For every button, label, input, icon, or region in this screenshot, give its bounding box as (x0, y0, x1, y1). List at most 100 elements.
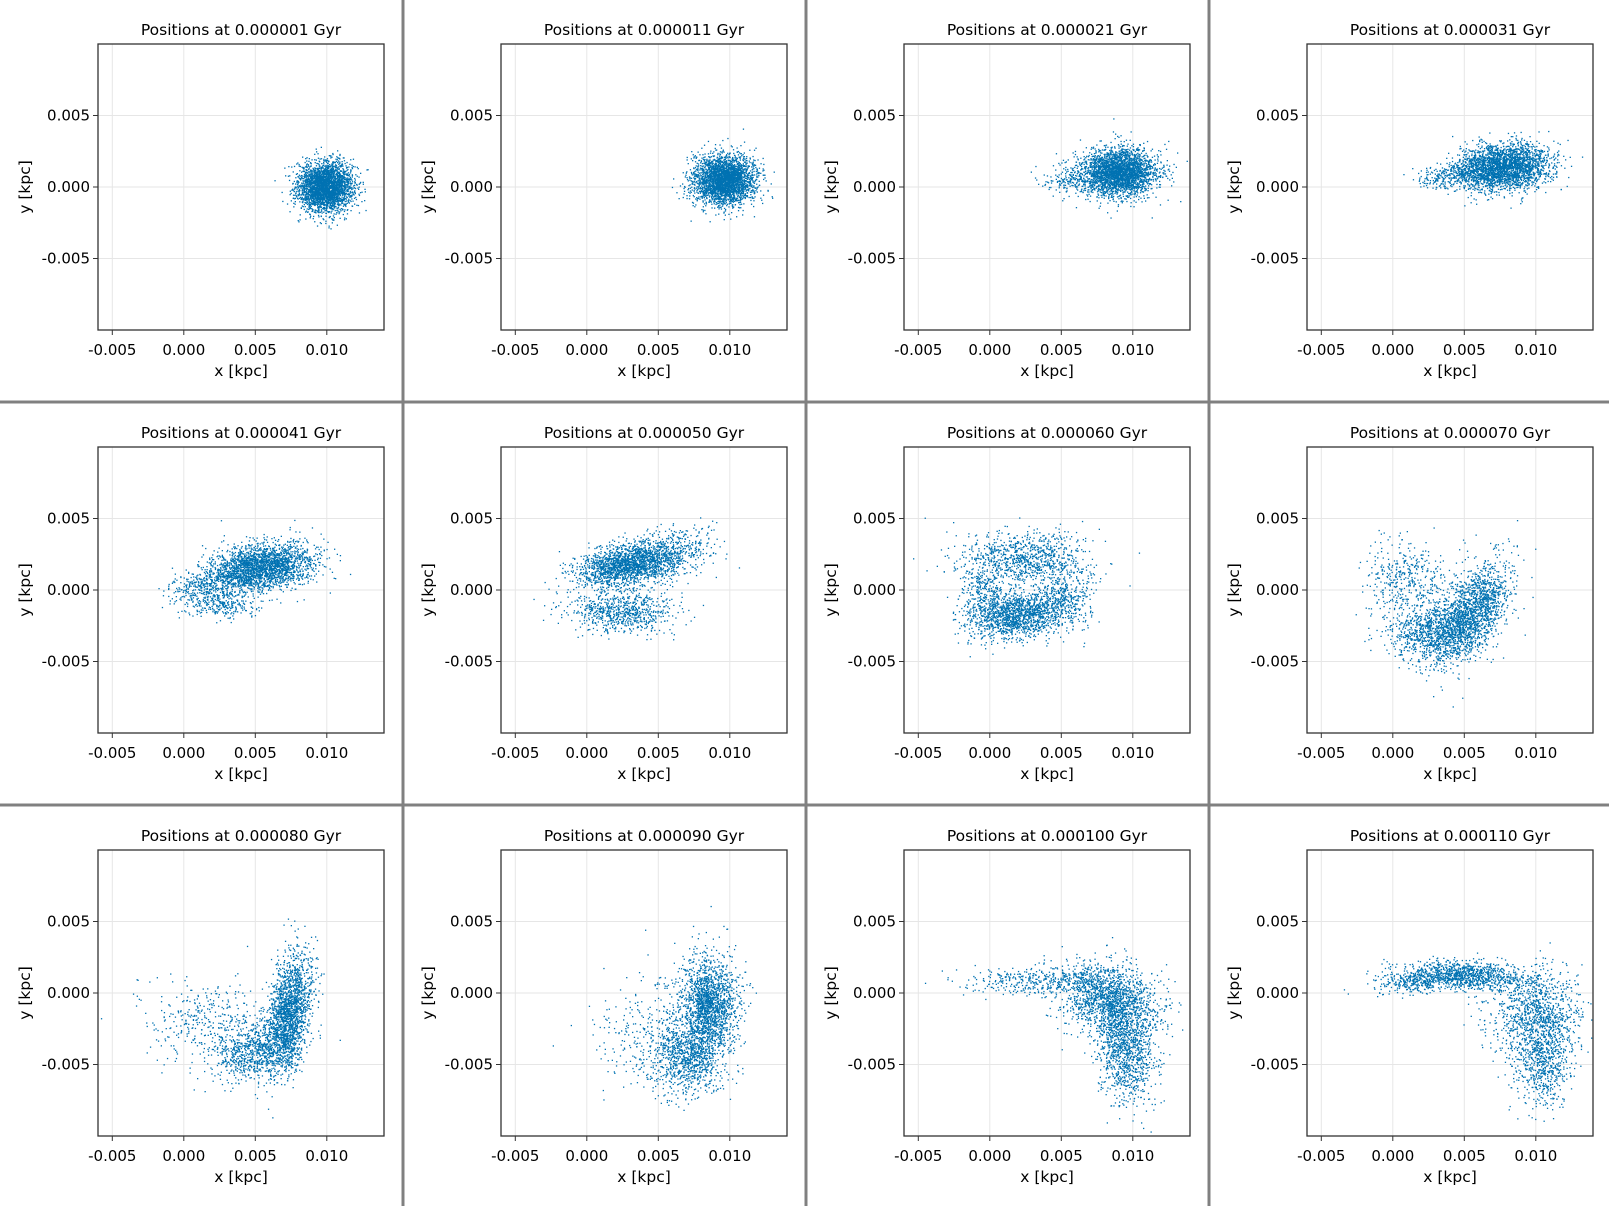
data-point (347, 177, 348, 178)
data-point (727, 195, 728, 196)
data-point (310, 202, 311, 203)
data-point (702, 166, 703, 167)
data-point (319, 187, 320, 188)
data-point (348, 175, 349, 176)
data-point (718, 203, 719, 204)
data-point (739, 202, 740, 203)
data-point (324, 192, 325, 193)
data-point (331, 191, 332, 192)
data-point (746, 156, 747, 157)
data-point (321, 147, 322, 148)
data-point (737, 152, 738, 153)
data-point (754, 183, 755, 184)
data-point (324, 195, 325, 196)
data-point (717, 157, 718, 158)
data-point (698, 180, 699, 181)
data-point (302, 190, 303, 191)
data-point (297, 180, 298, 181)
scatter-points (672, 129, 775, 223)
data-point (313, 216, 314, 217)
data-point (321, 207, 322, 208)
data-point (726, 154, 727, 155)
data-point (321, 163, 322, 164)
data-point (307, 204, 308, 205)
data-point (345, 171, 346, 172)
data-point (304, 183, 305, 184)
data-point (712, 199, 713, 200)
data-point (296, 191, 297, 192)
data-point (292, 189, 293, 190)
data-point (324, 169, 325, 170)
data-point (342, 161, 343, 162)
data-point (364, 200, 365, 201)
data-point (335, 199, 336, 200)
data-point (687, 157, 688, 158)
data-point (714, 200, 715, 201)
data-point (298, 190, 299, 191)
data-point (319, 205, 320, 206)
data-point (702, 174, 703, 175)
data-point (726, 202, 727, 203)
data-point (703, 210, 704, 211)
data-point (315, 172, 316, 173)
data-point (350, 192, 351, 193)
data-point (361, 192, 362, 193)
data-point (744, 159, 745, 160)
data-point (339, 205, 340, 206)
data-point (323, 178, 324, 179)
data-point (758, 186, 759, 187)
data-point (334, 213, 335, 214)
data-point (302, 180, 303, 181)
data-point (317, 186, 318, 187)
data-point (304, 190, 305, 191)
data-point (753, 206, 754, 207)
data-point (330, 191, 331, 192)
data-point (316, 165, 317, 166)
data-point (697, 163, 698, 164)
data-point (291, 166, 292, 167)
data-point (327, 190, 328, 191)
data-point (350, 184, 351, 185)
data-point (732, 146, 733, 147)
data-point (705, 165, 706, 166)
data-point (306, 196, 307, 197)
data-point (307, 208, 308, 209)
data-point (300, 214, 301, 215)
data-point (311, 172, 312, 173)
data-point (347, 187, 348, 188)
data-point (360, 173, 361, 174)
data-point (711, 207, 712, 208)
data-point (320, 171, 321, 172)
data-point (302, 205, 303, 206)
data-point (331, 182, 332, 183)
data-point (694, 206, 695, 207)
data-point (319, 177, 320, 178)
data-point (321, 187, 322, 188)
data-point (336, 178, 337, 179)
data-point (290, 191, 291, 192)
data-point (347, 184, 348, 185)
data-point (744, 152, 745, 153)
figure: -0.005 0.000 0.005 0.0100.0050.000-0.005Pos… (0, 0, 1609, 1206)
data-point (331, 211, 332, 212)
data-point (320, 175, 321, 176)
data-point (309, 182, 310, 183)
data-point (336, 167, 337, 168)
data-point (295, 204, 296, 205)
data-point (350, 210, 351, 211)
data-point (700, 188, 701, 189)
y-tick-label: -0.005 (445, 250, 493, 268)
data-point (330, 228, 331, 229)
data-point (353, 159, 354, 160)
data-point (303, 182, 304, 183)
data-point (333, 174, 334, 175)
data-point (344, 184, 345, 185)
data-point (686, 195, 687, 196)
data-point (303, 178, 304, 179)
data-point (702, 170, 703, 171)
data-point (351, 180, 352, 181)
data-point (338, 160, 339, 161)
data-point (693, 205, 694, 206)
x-tick-label: -0.005 (491, 341, 539, 359)
data-point (337, 208, 338, 209)
